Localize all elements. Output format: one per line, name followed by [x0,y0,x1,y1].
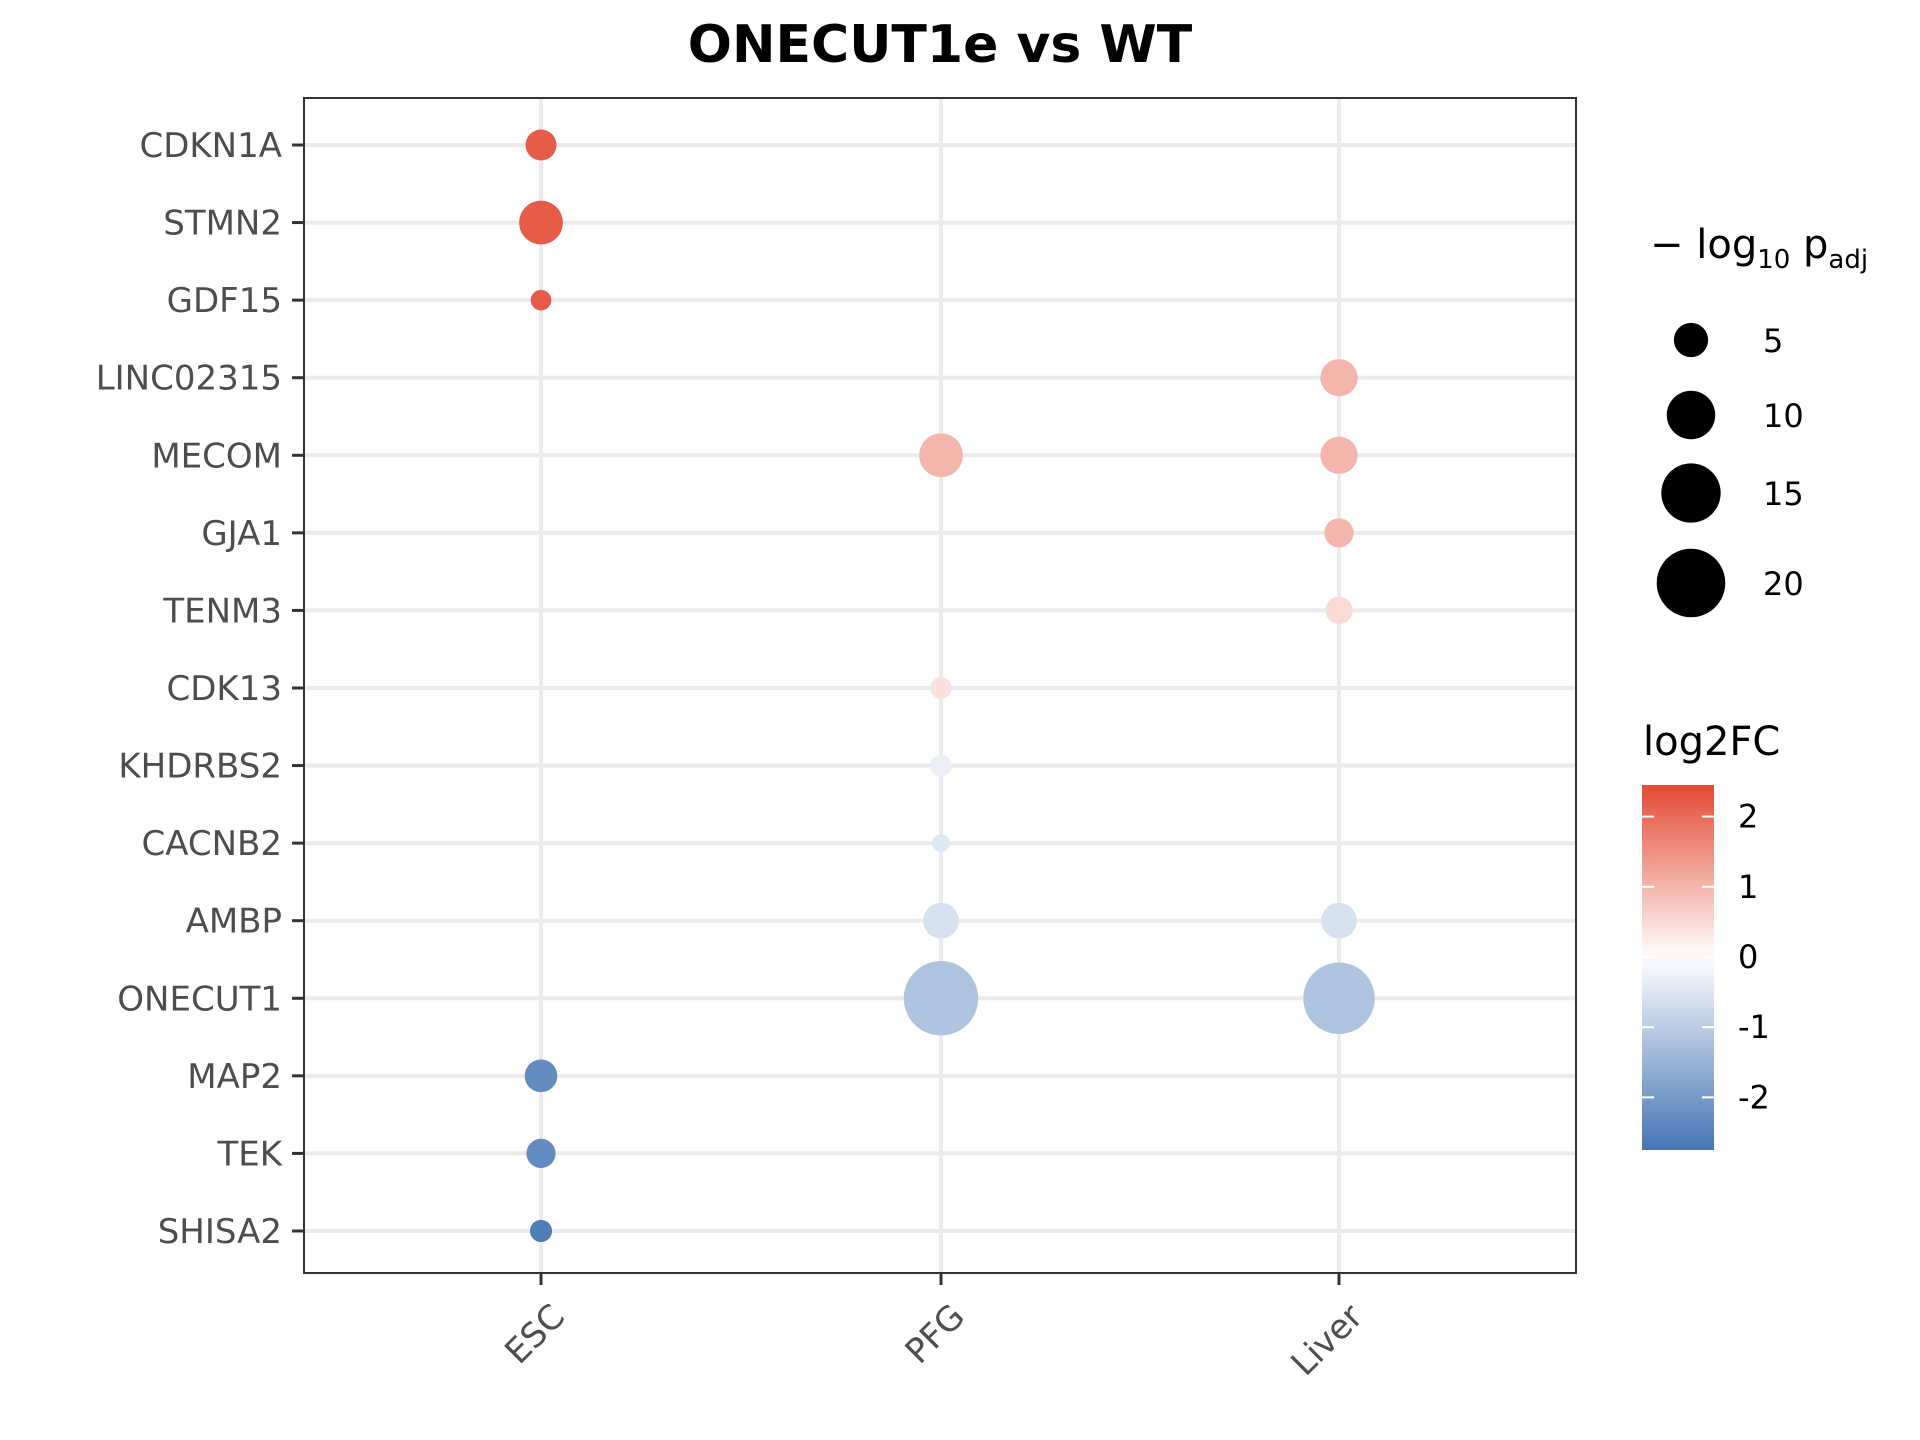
size-legend-title-mid: p [1790,222,1828,268]
color-legend-label: 2 [1738,798,1758,836]
size-legend-key [1666,390,1716,440]
data-point-shisa2-esc [529,1219,553,1243]
size-legend-label: 10 [1763,397,1804,435]
y-tick-label: GDF15 [167,281,282,321]
data-points [519,129,1375,1243]
y-tick-label: AMBP [186,902,282,942]
size-legend-label: 5 [1763,322,1783,360]
color-legend: log2FC 2 1 0 -1 -2 [1642,719,1780,1150]
data-point-linc02315-liver [1320,359,1358,397]
y-tick-label: STMN2 [163,204,282,244]
data-point-gdf15-esc [530,289,552,311]
data-point-stmn2-esc [519,200,563,245]
x-tick-label: PFG [898,1297,973,1372]
data-point-tek-esc [526,1138,556,1169]
color-legend-label: 1 [1738,868,1758,906]
data-point-onecut1-liver [1303,962,1375,1035]
data-point-tenm3-liver [1325,596,1353,625]
data-point-cacnb2-pfg [932,834,950,853]
data-point-map2-esc [524,1059,558,1093]
color-legend-bar [1642,785,1714,1150]
color-legend-title: log2FC [1643,719,1780,765]
color-legend-label: 0 [1738,938,1758,976]
y-tick-label: CDK13 [167,669,282,709]
y-tick-label: MECOM [151,436,282,476]
x-tick-label: Liver [1284,1297,1371,1384]
size-legend-key [1661,463,1721,523]
size-legend-label: 15 [1763,475,1804,513]
y-tick-label: GJA1 [201,514,282,554]
size-legend-title-sub2: adj [1828,245,1868,275]
size-legend-label: 20 [1763,565,1804,603]
y-tick-label: ONECUT1 [117,979,282,1019]
y-tick-label: SHISA2 [158,1212,282,1252]
data-point-mecom-pfg [919,433,963,478]
y-tick-label: TENM3 [162,591,282,631]
chart-title: ONECUT1e vs WT [688,15,1193,75]
color-legend-label: -1 [1738,1008,1770,1046]
data-point-ambp-liver [1321,902,1357,939]
color-legend-label: -2 [1738,1078,1770,1116]
data-point-cdkn1a-esc [525,129,557,161]
size-legend-key [1656,548,1726,618]
size-legend-title-sub1: 10 [1757,245,1790,275]
y-tick-label: TEK [216,1134,283,1174]
y-tick-label: CACNB2 [141,824,282,864]
data-point-gja1-liver [1324,518,1354,548]
y-tick-label: CDKN1A [139,126,282,166]
data-point-ambp-pfg [923,902,959,939]
size-legend-title: − log10 padj [1650,222,1868,275]
x-tick-label: ESC [497,1297,573,1373]
data-point-onecut1-pfg [903,961,979,1036]
y-tick-label: LINC02315 [96,359,282,399]
data-point-mecom-liver [1320,436,1358,474]
y-tick-label: MAP2 [187,1057,282,1097]
data-point-khdrbs2-pfg [930,754,952,777]
size-legend-title-main: − log [1650,222,1757,268]
size-legend-key [1673,322,1709,358]
data-point-cdk13-pfg [930,677,952,699]
y-tick-label: KHDRBS2 [118,747,282,787]
